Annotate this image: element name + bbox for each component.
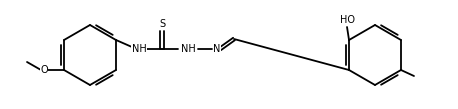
Text: NH: NH — [131, 44, 147, 54]
Text: O: O — [40, 65, 48, 75]
Text: NH: NH — [180, 44, 196, 54]
Text: N: N — [213, 44, 221, 54]
Text: S: S — [159, 19, 165, 29]
Text: HO: HO — [339, 15, 354, 25]
